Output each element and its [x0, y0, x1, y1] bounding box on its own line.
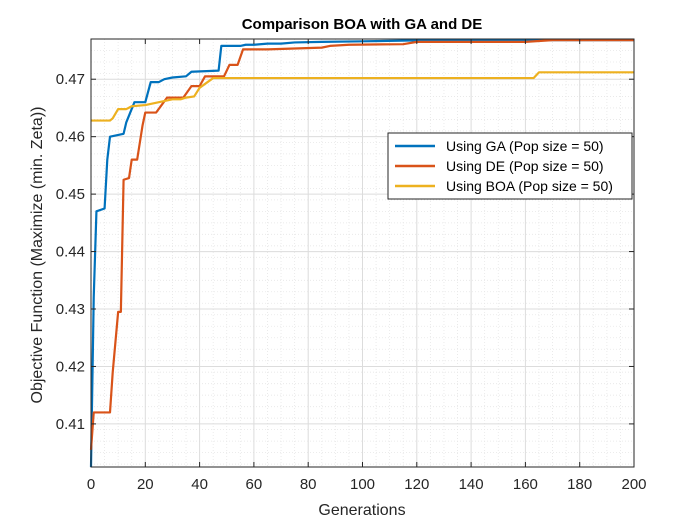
y-tick-label: 0.44 [56, 244, 85, 261]
x-tick-label: 140 [459, 476, 484, 493]
x-tick-label: 40 [191, 476, 208, 493]
x-tick-label: 180 [567, 476, 592, 493]
x-tick-label: 20 [137, 476, 154, 493]
x-tick-label: 80 [300, 476, 317, 493]
series-line-1 [89, 39, 634, 450]
legend-entry-2: Using BOA (Pop size = 50) [446, 178, 613, 194]
legend-entry-1: Using DE (Pop size = 50) [446, 158, 604, 174]
series-line-0 [89, 39, 634, 468]
series-line-2 [91, 71, 634, 122]
y-tick-label: 0.42 [56, 358, 85, 375]
y-tick-label: 0.47 [56, 71, 85, 88]
x-tick-label: 60 [246, 476, 263, 493]
legend-entry-0: Using GA (Pop size = 50) [446, 138, 604, 154]
x-tick-label: 120 [404, 476, 429, 493]
x-tick-label: 160 [513, 476, 538, 493]
y-tick-label: 0.45 [56, 186, 85, 203]
x-axis-label: Generations [318, 502, 405, 519]
y-tick-label: 0.46 [56, 129, 85, 146]
chart-title: Comparison BOA with GA and DE [242, 16, 483, 33]
x-tick-label: 100 [350, 476, 375, 493]
y-axis-label: Objective Function (Maximize (min. Zeta)… [29, 107, 46, 404]
x-tick-label: 200 [621, 476, 646, 493]
y-tick-label: 0.41 [56, 416, 85, 433]
y-tick-label: 0.43 [56, 301, 85, 318]
plot-area: 0 20 40 60 80 100 120 140 160 180 200 0.41 0.42 0.43 0… [56, 38, 647, 493]
x-tick-label: 0 [87, 476, 95, 493]
